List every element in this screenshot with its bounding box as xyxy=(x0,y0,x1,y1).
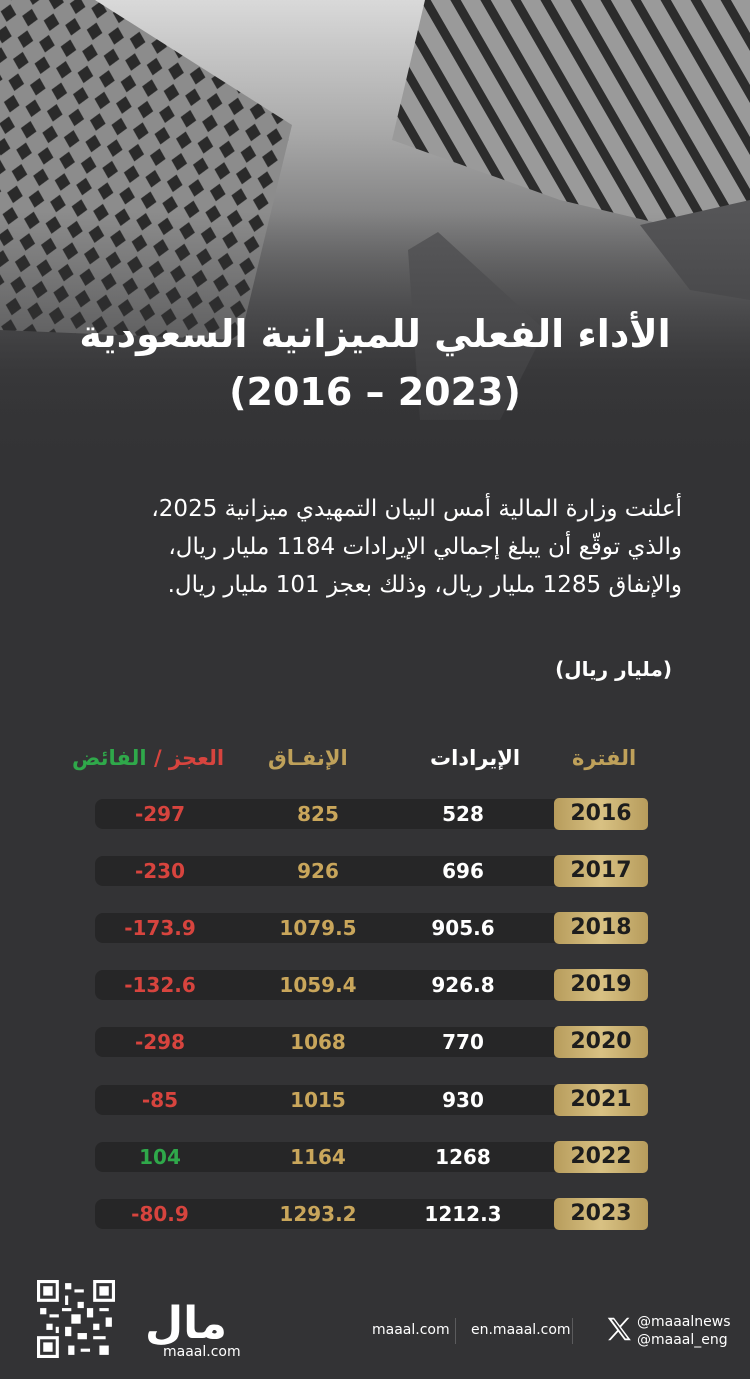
header-period: الفترة xyxy=(572,746,637,770)
intro-line: والذي توقّع أن يبلغ إجمالي الإيرادات 118… xyxy=(168,534,682,560)
year-cell: 2021 xyxy=(554,1084,648,1116)
footer: مال maaal.com maaal.com en.maaal.com @ma… xyxy=(0,1268,750,1379)
header-separator: / xyxy=(153,746,162,770)
social-handle-eng[interactable]: @maaal_eng xyxy=(637,1332,728,1348)
year-cell: 2023 xyxy=(554,1198,648,1230)
year-cell: 2019 xyxy=(554,969,648,1001)
balance-cell: -85 xyxy=(141,1088,179,1112)
balance-cell: -298 xyxy=(134,1030,186,1054)
year-cell: 2018 xyxy=(554,912,648,944)
header-expenditure: الإنفـاق xyxy=(268,746,348,770)
balance-cell: -132.6 xyxy=(124,973,196,997)
revenue-cell: 905.6 xyxy=(431,916,495,940)
header-balance: العجز / الفائض xyxy=(72,746,224,770)
balance-cell: -230 xyxy=(134,859,186,883)
qr-code-icon xyxy=(37,1280,115,1358)
site-link-en[interactable]: en.maaal.com xyxy=(471,1322,571,1338)
expenditure-cell: 1293.2 xyxy=(279,1202,357,1226)
hero-image xyxy=(0,0,750,470)
intro-line: والإنفاق 1285 مليار ريال، وذلك بعجز 101 … xyxy=(167,572,682,598)
intro-paragraph: أعلنت وزارة المالية أمس البيان التمهيدي … xyxy=(62,490,682,604)
logo-wordmark: مال xyxy=(145,1298,229,1349)
x-logo-icon xyxy=(607,1317,631,1341)
site-link[interactable]: maaal.com xyxy=(372,1322,450,1338)
divider xyxy=(455,1318,456,1344)
balance-cell: -297 xyxy=(134,802,186,826)
expenditure-cell: 1015 xyxy=(290,1088,346,1112)
expenditure-cell: 1068 xyxy=(290,1030,346,1054)
expenditure-cell: 1079.5 xyxy=(279,916,357,940)
expenditure-cell: 1059.4 xyxy=(279,973,357,997)
expenditure-cell: 1164 xyxy=(290,1145,346,1169)
revenue-cell: 1268 xyxy=(435,1145,491,1169)
unit-label: (مليار ريال) xyxy=(555,657,672,681)
header-deficit: العجز xyxy=(168,746,225,770)
logo-domain: maaal.com xyxy=(163,1344,241,1360)
title-years: (2016 – 2023) xyxy=(229,370,521,414)
balance-cell: -80.9 xyxy=(131,1202,189,1226)
year-cell: 2020 xyxy=(554,1026,648,1058)
revenue-cell: 926.8 xyxy=(431,973,495,997)
header-revenue: الإيرادات xyxy=(430,746,521,770)
revenue-cell: 930 xyxy=(442,1088,484,1112)
intro-line: أعلنت وزارة المالية أمس البيان التمهيدي … xyxy=(151,496,682,522)
divider xyxy=(572,1318,573,1344)
revenue-cell: 696 xyxy=(442,859,484,883)
year-cell: 2016 xyxy=(554,798,648,830)
expenditure-cell: 926 xyxy=(297,859,339,883)
header-surplus: الفائض xyxy=(72,746,147,770)
balance-cell: 104 xyxy=(139,1145,181,1169)
revenue-cell: 528 xyxy=(442,802,484,826)
year-cell: 2017 xyxy=(554,855,648,887)
social-handle[interactable]: @maaalnews xyxy=(637,1314,731,1330)
year-cell: 2022 xyxy=(554,1141,648,1173)
expenditure-cell: 825 xyxy=(297,802,339,826)
title: الأداء الفعلي للميزانية السعودية xyxy=(79,312,671,356)
buildings-illustration xyxy=(0,0,750,470)
balance-cell: -173.9 xyxy=(124,916,196,940)
revenue-cell: 770 xyxy=(442,1030,484,1054)
revenue-cell: 1212.3 xyxy=(424,1202,502,1226)
